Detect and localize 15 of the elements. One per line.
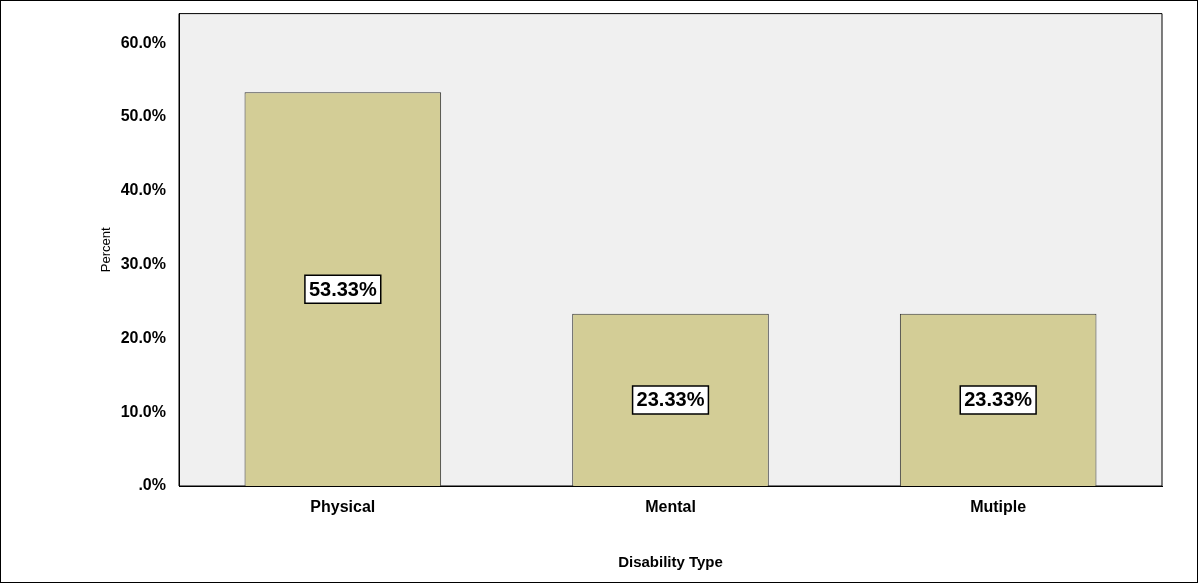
y-tick-label: 10.0% [120,402,166,420]
y-tick-label: 50.0% [120,107,166,125]
y-tick-label: 30.0% [120,254,166,272]
x-tick-label: Mutiple [970,498,1027,516]
x-tick-label: Mental [645,498,696,516]
y-tick-label: 20.0% [120,328,166,346]
y-tick-label: 40.0% [120,181,166,199]
data-label: 23.33% [964,388,1033,411]
y-tick-label: 60.0% [120,33,166,51]
x-tick-label: Physical [310,498,376,516]
y-axis-title: Percent [98,227,114,273]
data-label: 23.33% [636,388,705,411]
data-label: 53.33% [308,277,377,300]
y-tick-label: .0% [138,476,166,494]
x-axis-title: Disability Type [618,553,723,571]
